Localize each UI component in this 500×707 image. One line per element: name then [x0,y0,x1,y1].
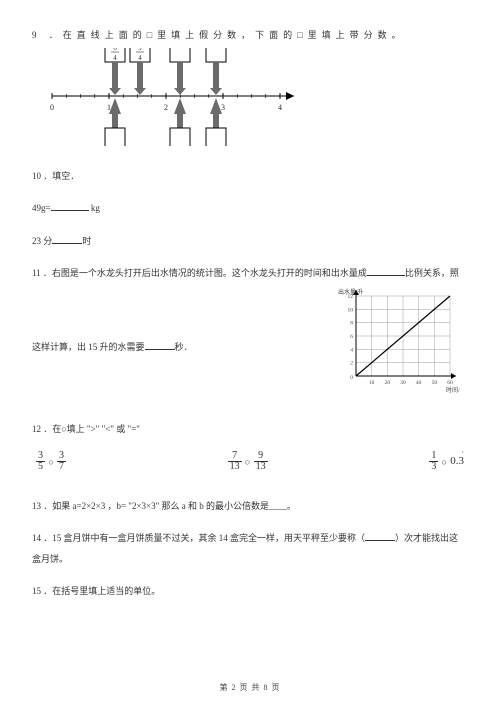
q14-post: ）次才能找出这 [395,533,458,543]
svg-text:4: 4 [113,54,117,62]
q11-tail-pre: 这样计算，出 15 升的水需要 [32,342,145,352]
question-10-line1: 49g= kg [32,201,468,215]
fraction: 913 [254,451,268,473]
question-12-items: 35 ○ 37 713 ○ 913 13 ○ 0.3 · [36,451,464,473]
question-12-title: 12 ．在○填上 ">" "<" 或 "=" [32,424,140,434]
question-13: 13 ．如果 a=2×2×3 ，b= "2×3×3" 那么 a 和 b 的最小公… [32,499,468,513]
svg-text:30: 30 [400,380,406,386]
question-9-text: 9 ．在直线上面的□里填上假分数，下面的□里填上带分数。 [32,28,468,42]
question-12: 12 ．在○填上 ">" "<" 或 "=" [32,422,468,436]
question-13-text: 13 ．如果 a=2×2×3 ，b= "2×3×3" 那么 a 和 b 的最小公… [32,501,296,511]
question-10-title: 10 ．填空． [32,169,468,183]
fraction: 13 [429,451,438,473]
svg-text:0: 0 [350,375,353,381]
svg-text:3: 3 [221,103,225,112]
question-15-text: 15 ．在括号里填上适当的单位。 [32,586,160,596]
q10-line1-pre: 49g= [32,203,51,213]
svg-text:9: 9 [138,48,142,52]
circle-placeholder: ○ [48,457,53,467]
question-10: 10 ．填空． [32,169,468,183]
fraction: 713 [228,451,242,473]
compare-item-2: 713 ○ 913 [228,451,268,473]
decimal-value: 0.3 · [450,455,464,467]
page-footer: 第 2 页 共 8 页 [0,682,500,693]
svg-text:0: 0 [50,103,54,112]
q10-line2-pre: 23 分 [32,236,52,246]
line-chart-figure: 102030405060246810120时间/秒出水量/升 [332,286,460,398]
fraction: 35 [36,451,45,473]
q14-pre: 14 ．15 盒月饼中有一盒月饼质量不过关，其余 14 盒完全一样，用天平秤至少… [32,533,365,543]
svg-text:10: 10 [369,380,375,386]
blank [365,531,395,541]
blank [145,340,175,350]
svg-text:6: 6 [350,334,353,340]
number-line-figure: 012346494 [40,48,468,150]
fraction: 37 [57,451,66,473]
question-10-line2: 23 分 时 [32,234,468,248]
repeating-dot: · [461,448,464,457]
svg-text:2: 2 [350,361,353,367]
question-15: 15 ．在括号里填上适当的单位。 [32,584,468,598]
svg-text:出水量/升: 出水量/升 [338,288,364,296]
svg-text:50: 50 [432,380,438,386]
svg-text:8: 8 [350,321,353,327]
svg-text:时间/秒: 时间/秒 [446,386,460,394]
blank [367,266,405,276]
svg-text:4: 4 [138,54,142,62]
blank [51,201,89,211]
svg-text:2: 2 [164,103,168,112]
svg-text:4: 4 [350,348,353,354]
q11-pre: 11 ．右图是一个水龙头打开后出水情况的统计图。这个水龙头打开的时间和出水量成 [32,268,367,278]
question-14: 14 ．15 盒月饼中有一盒月饼质量不过关，其余 14 盒完全一样，用天平秤至少… [32,531,468,545]
q11-mid: 比例关系，照 [405,268,459,278]
svg-text:20: 20 [385,380,391,386]
compare-item-1: 35 ○ 37 [36,451,66,473]
question-11-body: 102030405060246810120时间/秒出水量/升 这样计算，出 15… [32,286,468,402]
question-9: 9 ．在直线上面的□里填上假分数，下面的□里填上带分数。 012346494 [32,28,468,151]
question-11: 11 ．右图是一个水龙头打开后出水情况的统计图。这个水龙头打开的时间和出水量成 比… [32,266,468,280]
q11-tail-post: 秒． [175,342,193,352]
svg-text:4: 4 [278,103,282,112]
q10-line1-post: kg [89,203,100,213]
blank [52,234,82,244]
svg-text:10: 10 [348,308,354,314]
circle-placeholder: ○ [245,457,250,467]
svg-text:60: 60 [447,380,453,386]
svg-text:6: 6 [113,48,117,52]
circle-placeholder: ○ [442,457,447,467]
svg-text:40: 40 [416,380,422,386]
q10-line2-post: 时 [82,236,91,246]
question-14-line2: 盒月饼。 [32,552,468,566]
compare-item-3: 13 ○ 0.3 · [429,451,464,473]
